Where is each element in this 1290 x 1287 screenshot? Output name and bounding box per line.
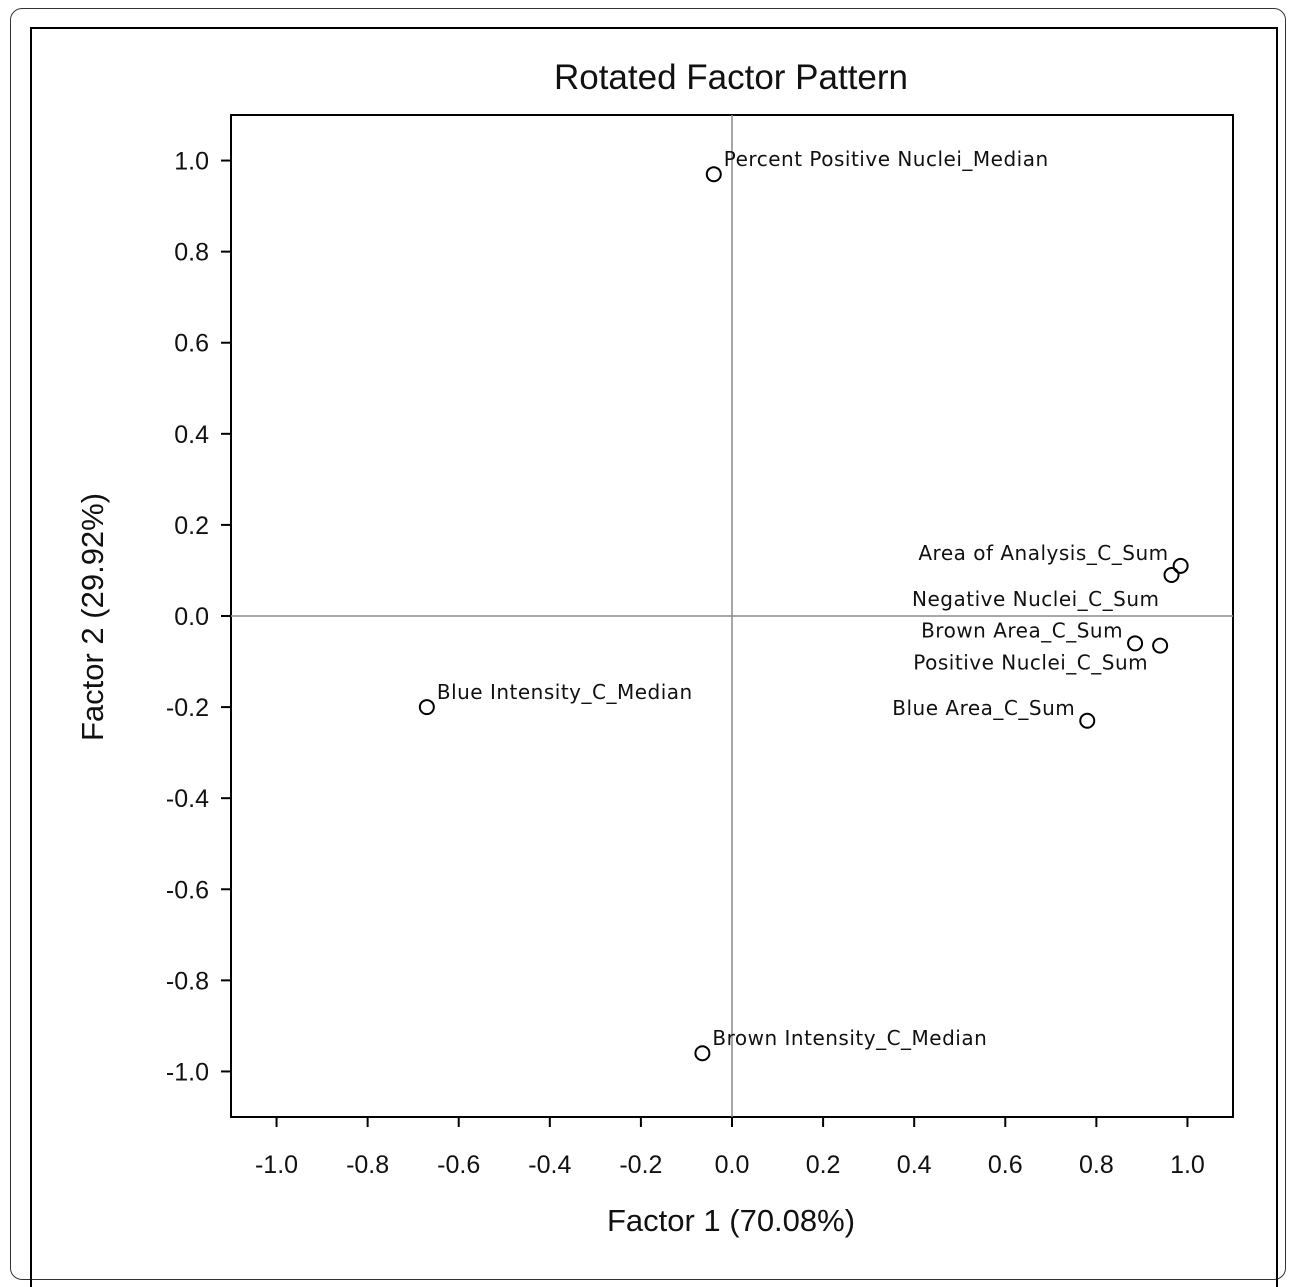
data-point-label: Blue Area_C_Sum: [892, 696, 1075, 720]
y-tick-label: 1.0: [174, 148, 209, 176]
y-tick-label: -1.0: [166, 1058, 209, 1086]
x-tick-label: -1.0: [255, 1151, 298, 1179]
data-point-marker: [705, 166, 722, 183]
data-point-marker: [1079, 712, 1096, 729]
x-tick-label: -0.4: [528, 1151, 571, 1179]
reference-lines: [231, 115, 1233, 1117]
y-tick-label: 0.8: [174, 239, 209, 267]
data-point-marker: [1127, 635, 1144, 652]
data-point-label: Positive Nuclei_C_Sum: [913, 651, 1148, 675]
y-tick-label: 0.2: [174, 512, 209, 540]
data-point-marker: [1152, 637, 1169, 654]
data-points: Percent Positive Nuclei_Median Area of An…: [418, 147, 1189, 1062]
x-tick-label: 0.6: [988, 1151, 1023, 1179]
figure-border: [30, 27, 1278, 1287]
x-tick-label: 0.4: [897, 1151, 932, 1179]
data-point-label: Negative Nuclei_C_Sum: [912, 587, 1159, 611]
y-tick-label: -0.2: [166, 694, 209, 722]
data-point-label: Percent Positive Nuclei_Median: [724, 147, 1049, 171]
y-axis-label: Factor 2 (29.92%): [75, 493, 110, 741]
y-tick-label: 0.0: [174, 603, 209, 631]
data-point-label: Blue Intensity_C_Median: [437, 680, 693, 704]
x-tick-label: 0.8: [1079, 1151, 1114, 1179]
chart-title: Rotated Factor Pattern: [554, 58, 908, 97]
x-axis-label: Factor 1 (70.08%): [607, 1203, 855, 1238]
y-axis-ticks: 1.0 0.8 0.6 0.4 0.2 0.0 -0.2 -0.4 -0.6 -0.8 -1.0: [166, 148, 231, 1086]
x-tick-label: 1.0: [1170, 1151, 1205, 1179]
y-tick-label: -0.6: [166, 876, 209, 904]
data-point-marker: [694, 1045, 711, 1062]
x-tick-label: 0.0: [715, 1151, 750, 1179]
x-tick-label: 0.2: [806, 1151, 841, 1179]
data-point-label: Area of Analysis_C_Sum: [918, 541, 1168, 565]
x-tick-label: -0.8: [346, 1151, 389, 1179]
y-tick-label: 0.4: [174, 421, 209, 449]
data-point-marker: [418, 699, 435, 716]
y-tick-label: -0.8: [166, 967, 209, 995]
y-tick-label: -0.4: [166, 785, 209, 813]
data-point-marker: [1172, 557, 1189, 574]
data-point-label: Brown Intensity_C_Median: [712, 1026, 987, 1050]
data-point-label: Brown Area_C_Sum: [921, 618, 1123, 642]
data-point-marker: [1163, 567, 1180, 584]
x-tick-label: -0.6: [437, 1151, 480, 1179]
x-tick-label: -0.2: [619, 1151, 662, 1179]
y-tick-label: 0.6: [174, 330, 209, 358]
x-axis-ticks: -1.0 -0.8 -0.6 -0.4 -0.2 0.0 0.2 0.4 0.6 0.8 1.0: [255, 1117, 1205, 1179]
